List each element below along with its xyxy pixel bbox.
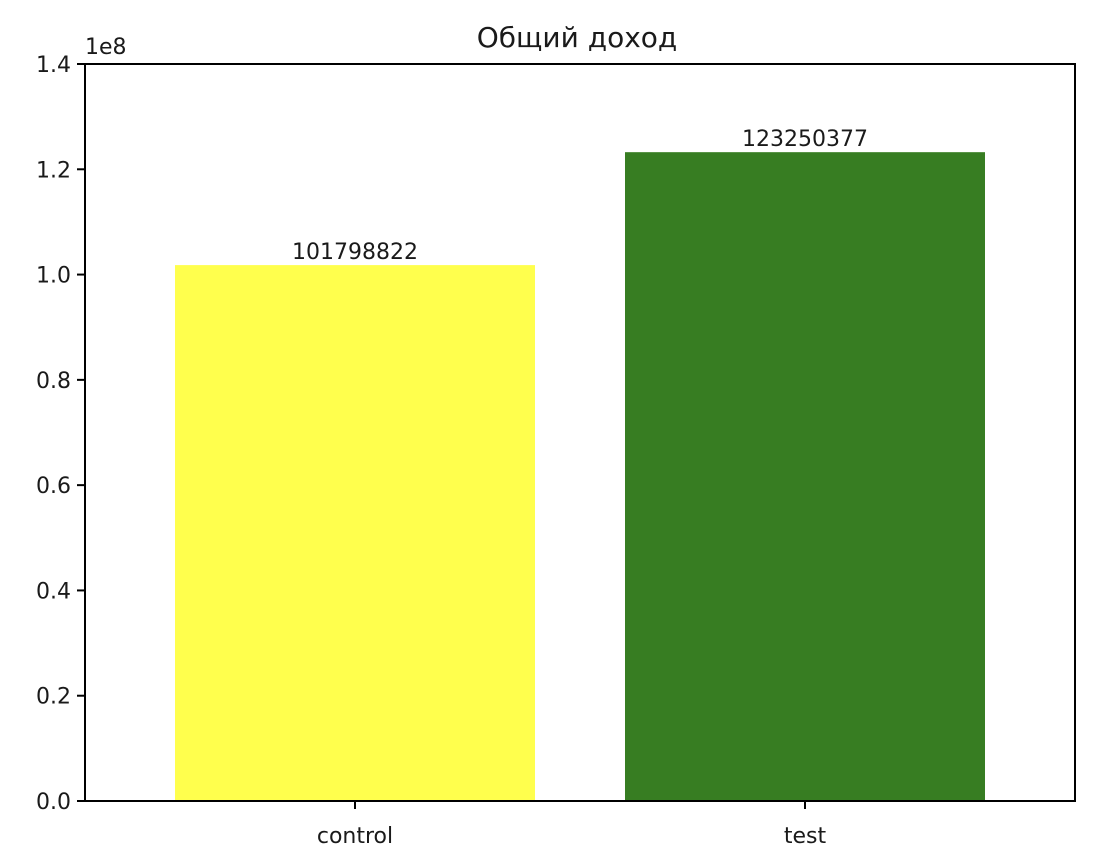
y-tick-label-0.0: 0.0 (36, 790, 71, 815)
y-tick-label-1.2: 1.2 (36, 158, 71, 183)
y-tick-label-0.6: 0.6 (36, 474, 71, 499)
y-tick-label-0.4: 0.4 (36, 579, 71, 604)
y-tick-label-1.4: 1.4 (36, 53, 71, 78)
y-tick-label-0.2: 0.2 (36, 685, 71, 710)
bar-value-label-control: 101798822 (292, 240, 418, 265)
x-tick-label-test: test (784, 824, 827, 849)
x-tick-label-control: control (317, 824, 393, 849)
bars-layer: 101798822 123250377 (175, 127, 985, 801)
chart-title: Общий доход (477, 21, 678, 54)
y-tick-label-1.0: 1.0 (36, 264, 71, 289)
bar-value-label-test: 123250377 (742, 127, 868, 152)
bar-control (175, 265, 535, 801)
bar-test (625, 152, 985, 801)
y-axis-offset-label: 1e8 (85, 35, 127, 60)
plot-frame (84, 63, 1076, 802)
y-tick-label-0.8: 0.8 (36, 369, 71, 394)
ticks-layer: control test 0.0 0.2 0.4 0.6 0.8 1.0 1.2 1.4 (36, 53, 826, 849)
